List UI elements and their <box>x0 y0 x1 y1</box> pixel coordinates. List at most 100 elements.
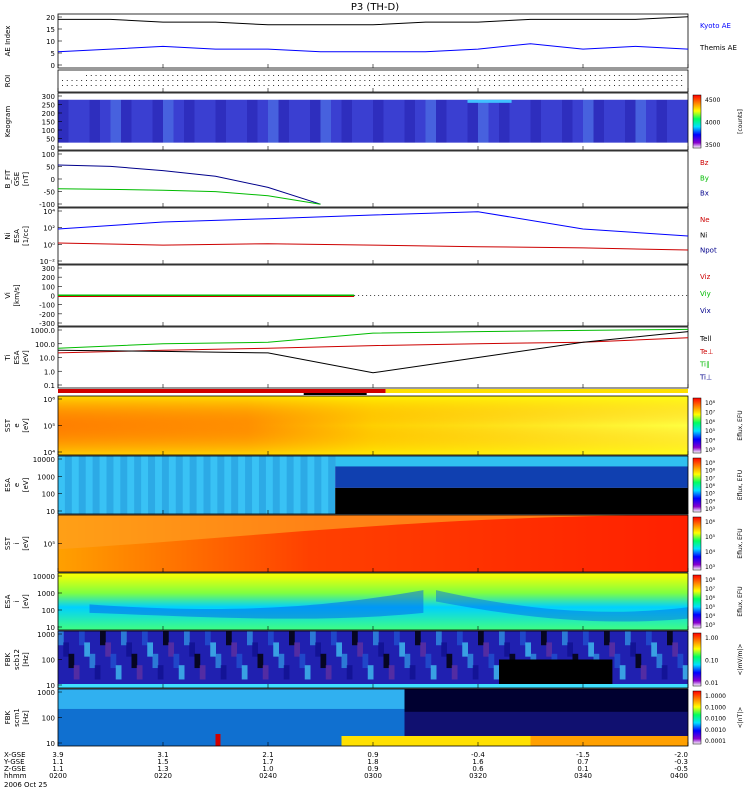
roi-dot <box>254 85 255 86</box>
colorbar-tick-label: 10⁸ <box>705 400 716 407</box>
roi-dot <box>143 75 145 76</box>
roi-dot <box>292 80 294 81</box>
fbk-b-cell <box>588 642 594 657</box>
roi-dot <box>81 85 83 86</box>
roi-dot <box>446 75 447 76</box>
roi-dot <box>201 80 203 81</box>
roi-dot <box>287 80 289 81</box>
roi-dot <box>71 85 73 86</box>
roi-dot <box>604 85 606 86</box>
esa-e-column <box>321 456 329 514</box>
roi-dot <box>239 75 241 76</box>
colorbar-tick-label: 0.0100 <box>705 716 726 723</box>
fbk-b-cell <box>220 665 227 680</box>
footer-hhmm: 0200 <box>49 772 67 780</box>
y-tick-label: 300 <box>42 93 55 101</box>
roi-dot <box>378 75 380 76</box>
panel-esa-i: ESA i [eV] 10000 1000 100 10 10⁸ 10⁷ 10⁶ 10⁵ 10⁴ 10³… <box>4 572 744 632</box>
esa-i-feature <box>89 590 424 619</box>
roi-dot <box>345 80 347 81</box>
roi-dot <box>522 85 524 86</box>
fbk-b-cell <box>173 653 180 669</box>
colorbar-tick-label: 10⁷ <box>705 409 716 416</box>
y-tick-label: 100 <box>42 283 55 291</box>
roi-dot <box>263 75 265 76</box>
roi-dot <box>417 85 419 86</box>
y-tick-label: 15 <box>46 26 55 34</box>
fbk-b-cell <box>499 631 505 646</box>
fbk-b-cell <box>115 665 122 680</box>
footer-x-gse: -2.0 <box>674 751 688 759</box>
esa-e-column <box>196 456 204 514</box>
roi-dot <box>297 80 299 81</box>
fbk-b-cell <box>462 642 468 657</box>
fbk-b-cell <box>520 631 526 646</box>
y-axis-label: e <box>13 423 21 427</box>
y-tick-label: 50 <box>46 164 55 172</box>
roi-dot <box>455 85 457 86</box>
fbk-b-cell <box>210 642 216 657</box>
colorbar-tick-label: 10⁵ <box>705 604 716 611</box>
keogram-column <box>562 99 573 143</box>
esa-e-column <box>210 456 218 514</box>
keogram-column <box>614 99 625 143</box>
roi-dot <box>258 85 260 86</box>
roi-dot <box>474 85 476 86</box>
fbk-b-cell <box>525 642 531 657</box>
y-axis-label: SST <box>4 536 12 550</box>
y-axis-label: e <box>13 483 21 487</box>
roi-dot <box>292 75 294 76</box>
y-axis-label: [km/s] <box>13 284 21 307</box>
roi-dot <box>369 85 371 86</box>
esa-e-column <box>99 456 107 514</box>
esa-e-column <box>217 456 225 514</box>
roi-dot <box>239 85 241 86</box>
keogram-column <box>436 99 447 143</box>
fbk-b-cell <box>409 665 416 680</box>
roi-dot <box>638 75 639 76</box>
colorbar-tick-label: 10⁶ <box>705 483 716 490</box>
footer-x-gse: 3.9 <box>52 751 63 759</box>
roi-dot <box>374 80 375 81</box>
roi-dot <box>86 80 87 81</box>
y-tick-label: 10 <box>46 624 55 632</box>
esa-e-column <box>148 456 156 514</box>
roi-dot <box>628 85 630 86</box>
fbk-b-cell <box>163 631 169 646</box>
colorbar <box>692 457 702 513</box>
roi-dot <box>244 85 246 86</box>
roi-dot <box>470 75 471 76</box>
panel-sst-i: SST i [eV] 10⁵ 10⁶ 10⁵ 10⁴ 10³ Eflux, EFU <box>4 514 744 573</box>
roi-dot <box>186 75 188 76</box>
roi-dot <box>244 75 246 76</box>
keogram-column <box>362 99 373 143</box>
keogram-column <box>656 99 667 143</box>
footer-z-gse: -0.5 <box>674 765 688 773</box>
roi-dot <box>532 75 534 76</box>
roi-dot <box>191 85 193 86</box>
y-axis-label: ESA <box>4 478 12 492</box>
roi-dot <box>532 85 534 86</box>
y-tick-label: 1.0 <box>44 368 55 376</box>
fbk-b-cell <box>184 631 190 646</box>
roi-dot <box>633 80 635 81</box>
roi-dot <box>580 75 582 76</box>
fbk-b-cell <box>268 631 274 646</box>
y-tick-label: 10⁵ <box>43 541 55 549</box>
esa-e-column <box>252 456 259 514</box>
fbk-b-cell <box>467 653 474 669</box>
fbk-b-cell <box>677 653 684 669</box>
fbk-b-cell <box>142 631 148 646</box>
fbk-b-cell <box>110 653 117 669</box>
esa-e-column <box>314 456 322 514</box>
fbk-b-cell <box>388 665 395 680</box>
keogram-column <box>320 99 331 143</box>
roi-dot <box>676 75 678 76</box>
roi-dot <box>297 75 299 76</box>
roi-dot <box>460 75 462 76</box>
roi-dot <box>359 75 361 76</box>
roi-dot <box>546 75 548 76</box>
